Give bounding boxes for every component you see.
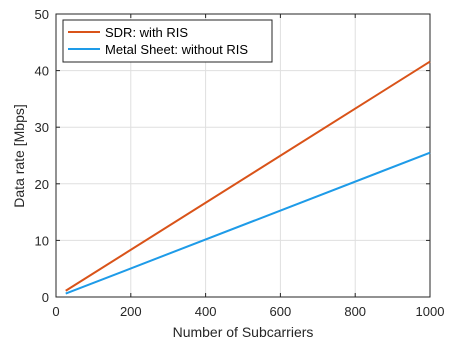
series-line-1 (65, 60, 431, 292)
y-tick-label: 30 (35, 120, 49, 135)
y-axis-label: Data rate [Mbps] (11, 104, 27, 208)
plot-area-frame (55, 13, 431, 298)
x-tick-label: 400 (195, 304, 217, 319)
y-axis-ticks: 0 10 20 30 40 50 (35, 7, 430, 305)
y-tick-label: 50 (35, 7, 49, 22)
x-tick-label: 0 (52, 304, 59, 319)
y-tick-label: 40 (35, 64, 49, 79)
series-lines (65, 60, 431, 295)
x-tick-label: 600 (270, 304, 292, 319)
x-tick-label: 800 (344, 304, 366, 319)
y-tick-label: 0 (42, 290, 49, 305)
x-axis-label: Number of Subcarriers (173, 324, 314, 340)
legend-label-2: Metal Sheet: without RIS (105, 42, 248, 57)
axes (55, 13, 431, 298)
legend-box (62, 19, 273, 63)
series-line-2 (65, 151, 431, 295)
x-tick-label: 200 (120, 304, 142, 319)
y-tick-label: 10 (35, 233, 49, 248)
y-tick-label: 20 (35, 177, 49, 192)
x-axis-ticks: 0 200 400 600 800 1000 (52, 14, 444, 319)
legend-label-1: SDR: with RIS (105, 25, 188, 40)
legend: SDR: with RIS Metal Sheet: without RIS (62, 19, 273, 63)
x-tick-label: 1000 (416, 304, 445, 319)
